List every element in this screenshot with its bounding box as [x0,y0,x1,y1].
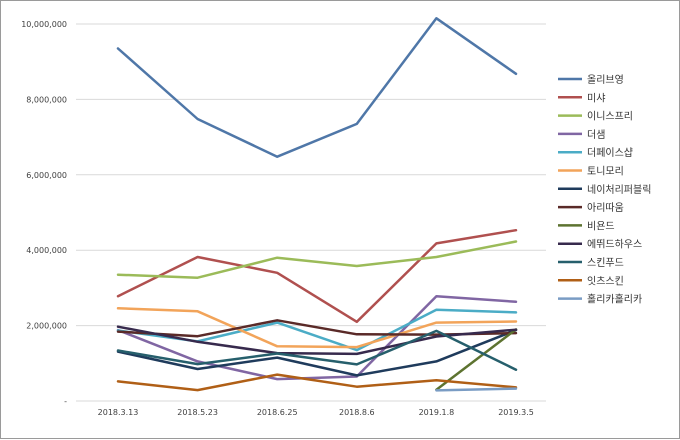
y-tick-label: - [64,397,67,406]
y-tick-label: 2,000,000 [26,322,67,331]
series-lines [116,17,518,392]
series-line-12 [116,373,518,392]
gridlines [76,23,546,402]
legend-label: 네이처리퍼블릭 [587,184,651,196]
series-line-2 [116,228,518,324]
y-tick-label: 8,000,000 [26,95,67,104]
legend-label: 토니모리 [587,166,624,178]
legend-label: 더샘 [587,129,605,141]
series-line-7 [116,328,518,377]
x-tick-label: 2018.3.13 [98,408,139,417]
legend-label: 이니스프리 [587,111,633,123]
legend-label: 아리따움 [587,202,624,214]
series-line-4 [116,294,518,381]
x-tick-label: 2019.1.8 [419,408,455,417]
series-line-10 [116,325,518,356]
x-axis-ticks: 2018.3.13 2018.5.23 2018.6.25 2018.8.6 2019.… [98,408,534,417]
y-tick-label: 4,000,000 [26,246,67,255]
x-tick-label: 2019.3.5 [498,408,534,417]
series-line-1 [116,17,518,158]
series-line-13 [435,387,518,392]
series-line-5 [116,308,518,352]
legend-label: 홀리카홀리카 [587,293,642,306]
legend-label: 비욘드 [587,220,615,232]
series-line-6 [116,307,518,349]
x-tick-label: 2018.6.25 [257,408,298,417]
x-tick-label: 2018.8.6 [339,408,375,417]
legend-label: 미샤 [587,92,605,104]
legend-label: 더페이스샵 [587,147,633,159]
series-line-11 [116,329,518,371]
legend-label: 올리브영 [587,74,624,86]
series-line-9 [435,328,518,391]
y-tick-label: 10,000,000 [21,20,67,29]
x-tick-label: 2018.5.23 [177,408,218,417]
legend-label: 잇츠스킨 [587,275,624,287]
legend: 올리브영미샤이니스프리더샘더페이스샵토니모리네이처리퍼블릭아리따움비욘드에뛰드하… [558,74,651,306]
y-tick-label: 6,000,000 [26,171,67,180]
y-axis-ticks: - 2,000,000 4,000,000 6,000,000 8,000,000 10,… [21,20,67,406]
legend-label: 스킨푸드 [587,257,624,269]
series-line-3 [116,240,518,279]
legend-label: 에뛰드하우스 [587,238,642,251]
